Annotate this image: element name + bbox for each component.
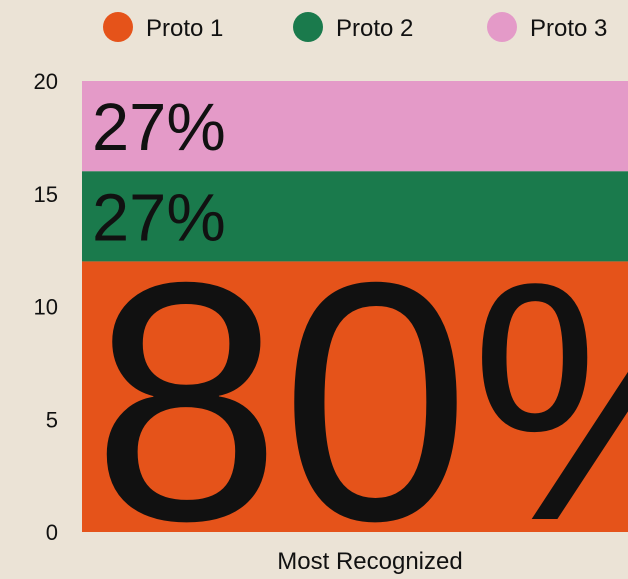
legend-swatch	[487, 12, 517, 42]
x-tick-label: Most Recognized	[277, 548, 462, 575]
y-tick-label: 15	[34, 182, 58, 207]
y-tick-label: 10	[34, 295, 58, 320]
segment-label: 27%	[92, 181, 226, 255]
legend-label: Proto 3	[530, 15, 607, 42]
y-tick-label: 20	[34, 69, 58, 94]
y-tick-label: 0	[46, 520, 58, 545]
bar-segment	[82, 81, 628, 172]
bar-segment	[82, 261, 628, 532]
legend-label: Proto 2	[336, 15, 413, 42]
legend-label: Proto 1	[146, 15, 223, 42]
legend-swatch	[103, 12, 133, 42]
segment-label: 27%	[92, 91, 226, 165]
bar-segment	[82, 171, 628, 262]
y-tick-label: 5	[46, 407, 58, 432]
segment-label: 80%	[92, 212, 628, 579]
legend-swatch	[293, 12, 323, 42]
